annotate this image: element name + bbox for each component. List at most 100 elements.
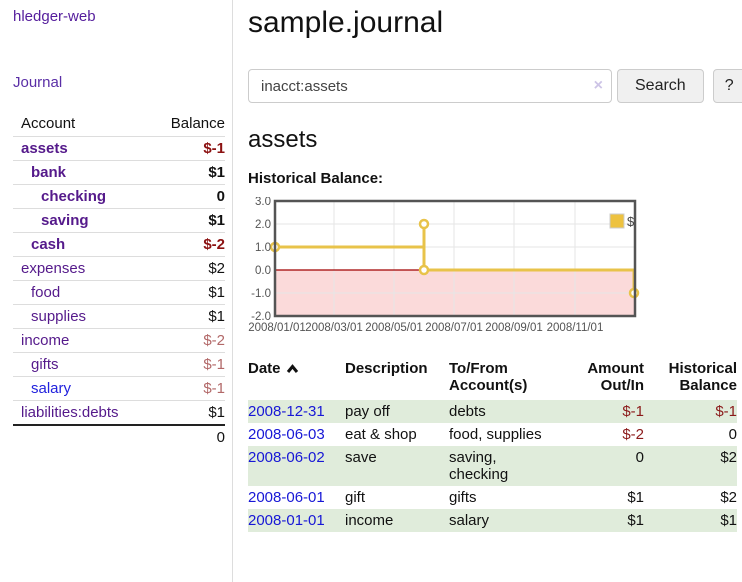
sidebar: hledger-web Journal Account Balance asse… <box>0 0 233 582</box>
y-tick: -1.0 <box>251 288 271 300</box>
main-content: sample.journal × Search ? assets Histori… <box>248 0 742 532</box>
transaction-balance: $2 <box>720 489 737 506</box>
transaction-date-link[interactable]: 2008-06-01 <box>248 489 325 506</box>
accounts-header-account: Account <box>21 115 76 132</box>
account-link-expenses[interactable]: expenses <box>21 260 86 277</box>
account-link-cash[interactable]: cash <box>31 236 66 253</box>
chart-gridlines <box>275 201 635 316</box>
account-row-liabilities-debts: liabilities:debts $1 <box>13 400 225 425</box>
account-link-income[interactable]: income <box>21 332 70 349</box>
legend-swatch-icon <box>609 213 625 229</box>
transaction-description: pay off <box>345 403 390 420</box>
transaction-balance: $1 <box>720 512 737 529</box>
register-row: 2008-06-01 gift gifts $1 $2 <box>248 486 737 509</box>
account-row-food: food $1 <box>13 280 225 305</box>
transaction-amount: 0 <box>635 449 644 466</box>
y-tick: 0.0 <box>255 265 271 277</box>
account-balance-salary: $-1 <box>119 376 225 401</box>
accounts-header-row: Account Balance <box>13 112 225 137</box>
account-balance-saving: $1 <box>119 208 225 233</box>
sidebar-item-journal[interactable]: Journal <box>13 74 63 91</box>
accounts-total-row: 0 <box>13 424 225 449</box>
app-brand-link[interactable]: hledger-web <box>13 8 96 25</box>
account-link-saving[interactable]: saving <box>41 212 89 229</box>
account-link-checking[interactable]: checking <box>41 188 107 205</box>
account-row-saving: saving $1 <box>13 208 225 233</box>
account-balance-liabilities-debts: $1 <box>119 400 225 425</box>
register-header-date[interactable]: Date <box>248 358 345 400</box>
x-tick: 2008/01/01 <box>248 322 306 334</box>
transaction-amount: $-2 <box>622 426 644 443</box>
search-input[interactable] <box>248 69 612 103</box>
transaction-amount: $1 <box>627 512 644 529</box>
register-header-account: To/From Account(s) <box>449 360 528 394</box>
account-row-supplies: supplies $1 <box>13 304 225 329</box>
account-balance-expenses: $2 <box>119 256 225 281</box>
transaction-description: save <box>345 449 377 466</box>
transaction-accounts: gifts <box>449 489 477 506</box>
search-button[interactable]: Search <box>617 69 704 103</box>
account-link-supplies[interactable]: supplies <box>31 308 87 325</box>
transaction-date-link[interactable]: 2008-06-02 <box>248 449 325 466</box>
transaction-description: gift <box>345 489 366 506</box>
transaction-accounts: saving, checking <box>449 449 509 483</box>
account-link-food[interactable]: food <box>31 284 61 301</box>
account-link-salary[interactable]: salary <box>31 380 72 397</box>
x-tick: 2008/09/01 <box>485 322 543 334</box>
transaction-accounts: food, supplies <box>449 426 542 443</box>
account-row-gifts: gifts $-1 <box>13 352 225 377</box>
account-balance-bank: $1 <box>119 160 225 185</box>
transaction-amount: $-1 <box>622 403 644 420</box>
sort-ascending-icon <box>286 364 298 373</box>
clear-search-icon[interactable]: × <box>593 77 603 94</box>
transaction-balance: $2 <box>720 449 737 466</box>
y-tick: 3.0 <box>255 197 271 208</box>
account-link-assets[interactable]: assets <box>21 140 68 157</box>
transaction-description: income <box>345 512 394 529</box>
account-balance-cash: $-2 <box>119 232 225 257</box>
data-point <box>418 264 430 276</box>
help-button[interactable]: ? <box>712 69 742 103</box>
register-row: 2008-01-01 income salary $1 $1 <box>248 509 737 532</box>
account-link-gifts[interactable]: gifts <box>31 356 59 373</box>
account-row-bank: bank $1 <box>13 160 225 185</box>
legend-label: $ <box>627 214 635 229</box>
account-balance-supplies: $1 <box>119 304 225 329</box>
transaction-date-link[interactable]: 2008-12-31 <box>248 403 325 420</box>
account-row-cash: cash $-2 <box>13 232 225 257</box>
account-balance-food: $1 <box>119 280 225 305</box>
register-header-amount: Amount Out/In <box>587 360 644 394</box>
transaction-accounts: salary <box>449 512 490 529</box>
transaction-description: eat & shop <box>345 426 417 443</box>
register-row: 2008-06-02 save saving, checking 0 $2 <box>248 446 737 486</box>
transaction-date-link[interactable]: 2008-06-03 <box>248 426 325 443</box>
account-link-bank[interactable]: bank <box>31 164 67 181</box>
account-row-checking: checking 0 <box>13 184 225 209</box>
y-axis-labels: 3.0 2.0 1.0 0.0 -1.0 -2.0 <box>251 197 271 323</box>
register-header-balance: Historical Balance <box>668 360 737 394</box>
x-tick: 2008/11/01 <box>547 322 604 334</box>
account-balance-income: $-2 <box>119 328 225 353</box>
y-tick: 2.0 <box>255 219 271 231</box>
y-tick: -2.0 <box>251 311 271 323</box>
account-link-liabilities-debts[interactable]: liabilities:debts <box>21 404 119 421</box>
x-tick: 2008/07/01 <box>425 322 483 334</box>
page-title: sample.journal <box>248 6 444 39</box>
chart-canvas: $ 3.0 2.0 1.0 0.0 -1.0 -2.0 2008/01/01 2… <box>248 197 640 334</box>
account-row-income: income $-2 <box>13 328 225 353</box>
accounts-table: Account Balance assets $-1 bank $1 check… <box>13 112 225 449</box>
account-row-expenses: expenses $2 <box>13 256 225 281</box>
transaction-date-link[interactable]: 2008-01-01 <box>248 512 325 529</box>
transaction-amount: $1 <box>627 489 644 506</box>
account-balance-gifts: $-1 <box>119 352 225 377</box>
data-point <box>418 218 430 230</box>
account-row-salary: salary $-1 <box>13 376 225 401</box>
account-row-assets: assets $-1 <box>13 136 225 161</box>
accounts-total-value: 0 <box>119 424 225 449</box>
transaction-balance: 0 <box>728 426 737 443</box>
chart-legend: $ <box>609 213 635 229</box>
x-tick: 2008/05/01 <box>365 322 423 334</box>
chart-title: Historical Balance: <box>248 170 384 187</box>
date-header-label: Date <box>248 360 281 377</box>
x-axis-labels: 2008/01/01 2008/03/01 2008/05/01 2008/07… <box>248 322 603 334</box>
